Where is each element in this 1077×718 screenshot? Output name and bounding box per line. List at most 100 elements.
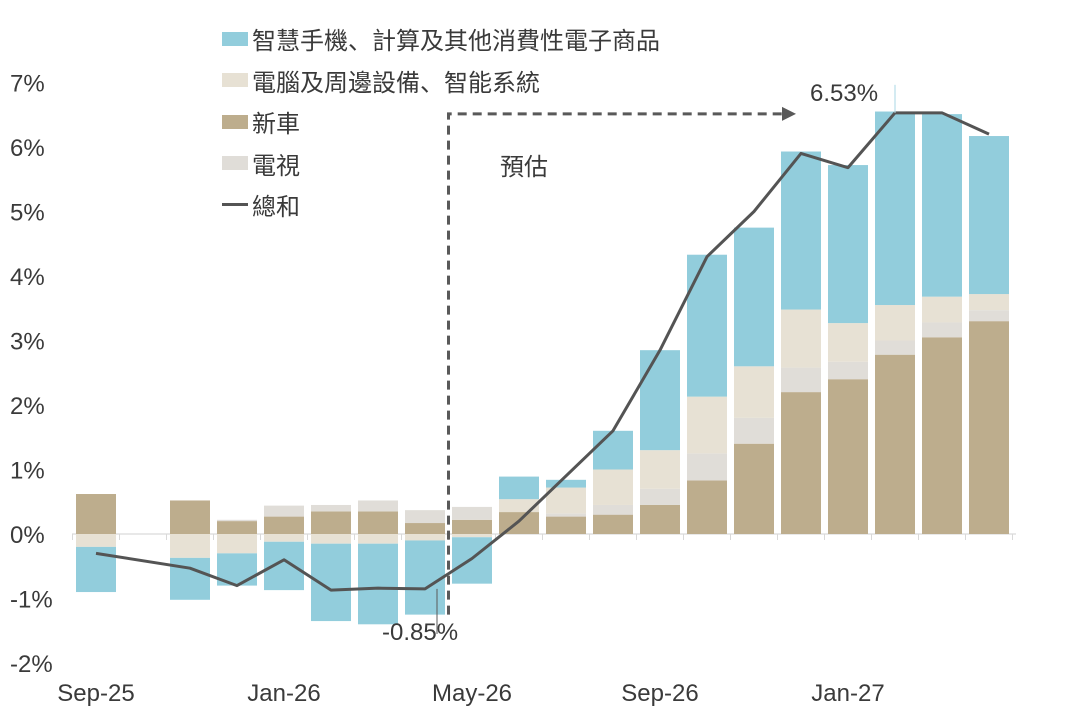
bar-segment [76, 534, 116, 547]
y-axis: -2% -1% 0% 1% 2% 3% 4% 5% 6% 7% [10, 71, 53, 679]
bar-segment [687, 480, 727, 534]
legend-item-smartphones: 智慧手機、計算及其他消費性電子商品 [222, 18, 660, 60]
bar-segment [499, 476, 539, 500]
bar-segment [217, 519, 257, 522]
y-tick-label: 4% [10, 264, 45, 291]
forecast-label: 預估 [500, 153, 548, 181]
bar-segment [405, 523, 445, 534]
legend-item-total: 總和 [222, 184, 660, 226]
legend-swatch-new-cars [222, 114, 248, 129]
bar-segment [922, 337, 962, 534]
bar-segment [781, 309, 821, 368]
bar-segment [170, 534, 210, 558]
legend-item-computers: 電腦及周邊設備、智能系統 [222, 60, 660, 102]
y-tick-label: 6% [10, 135, 45, 162]
y-tick-label: 1% [10, 458, 45, 485]
bar-segment [358, 534, 398, 544]
bar-segment [405, 540, 445, 615]
y-tick-label: 0% [10, 522, 45, 549]
bar-segment [405, 534, 445, 541]
y-tick-label: 3% [10, 329, 45, 356]
bar-segment [922, 296, 962, 323]
y-tick-label: -2% [10, 651, 53, 678]
bar-segment [828, 379, 868, 534]
bar-segment [170, 557, 210, 600]
bar-segment [264, 505, 304, 517]
legend-label-new-cars: 新車 [252, 110, 300, 139]
legend: 智慧手機、計算及其他消費性電子商品 電腦及周邊設備、智能系統 新車 電視 總和 [222, 18, 660, 226]
y-tick-label: 7% [10, 71, 45, 98]
bar-segment [546, 516, 586, 534]
bar-segment [875, 354, 915, 534]
bar-segment [781, 151, 821, 310]
bar-segment [734, 417, 774, 444]
trough-label: -0.85% [382, 619, 458, 646]
total-line [95, 111, 990, 592]
bar-segment [593, 504, 633, 515]
x-tick-label: Sep-26 [621, 680, 698, 707]
legend-swatch-total [222, 203, 248, 207]
bar-segment [828, 165, 868, 324]
bar-segment [452, 537, 492, 584]
bar-segment [640, 488, 680, 505]
bar-segment [499, 499, 539, 513]
y-tick-label: 2% [10, 393, 45, 420]
bar-segment [76, 494, 116, 534]
legend-swatch-smartphones [222, 31, 248, 46]
x-tick-label: Sep-25 [57, 680, 134, 707]
total-line-group [95, 111, 990, 592]
bar-segment [452, 534, 492, 538]
forecast-dashed-arrow [447, 112, 786, 615]
bar-segment [546, 513, 586, 517]
bar-segment [640, 450, 680, 489]
peak-label: 6.53% [810, 80, 878, 107]
bar-segment [217, 521, 257, 534]
bar-segment [264, 534, 304, 542]
bar-segment [452, 506, 492, 520]
legend-label-computers: 電腦及周邊設備、智能系統 [252, 68, 540, 97]
legend-swatch-tv [222, 156, 248, 171]
annotations: 6.53% -0.85% [382, 80, 896, 646]
bar-segment [358, 500, 398, 512]
bar-segment [875, 111, 915, 306]
bar-segment [546, 479, 586, 488]
bar-segment [311, 511, 351, 534]
bar-segment [969, 310, 1009, 322]
bar-segment [593, 469, 633, 505]
bar-segment [922, 322, 962, 338]
bar-segment [687, 254, 727, 397]
bar-segment [311, 534, 351, 544]
bar-segment [452, 519, 492, 534]
legend-item-new-cars: 新車 [222, 101, 660, 143]
bar-segment [358, 543, 398, 625]
bar-segment [593, 514, 633, 534]
bars [76, 111, 1009, 625]
legend-label-smartphones: 智慧手機、計算及其他消費性電子商品 [252, 27, 660, 56]
bar-segment [358, 511, 398, 534]
legend-label-tv: 電視 [252, 151, 300, 180]
bar-segment [828, 323, 868, 362]
x-tick-label: Jan-27 [811, 680, 884, 707]
bar-segment [734, 366, 774, 418]
bar-segment [734, 227, 774, 367]
y-tick-label: 5% [10, 200, 45, 227]
bar-segment [546, 487, 586, 514]
bar-segment [828, 361, 868, 380]
bar-segment [781, 367, 821, 393]
legend-swatch-computers [222, 73, 248, 88]
bar-segment [734, 443, 774, 534]
bar-segment [170, 500, 210, 534]
forecast-arrowhead [782, 106, 796, 121]
bar-segment [922, 114, 962, 297]
x-tick-label: Jan-26 [247, 680, 320, 707]
bar-segment [640, 504, 680, 534]
bar-segment [405, 510, 445, 524]
legend-label-total: 總和 [252, 193, 300, 222]
bar-segment [687, 453, 727, 481]
bar-segment [875, 305, 915, 341]
bar-segment [311, 504, 351, 512]
bar-segment [969, 294, 1009, 311]
bar-segment [781, 392, 821, 534]
bar-segment [687, 396, 727, 454]
y-tick-label: -1% [10, 587, 53, 614]
